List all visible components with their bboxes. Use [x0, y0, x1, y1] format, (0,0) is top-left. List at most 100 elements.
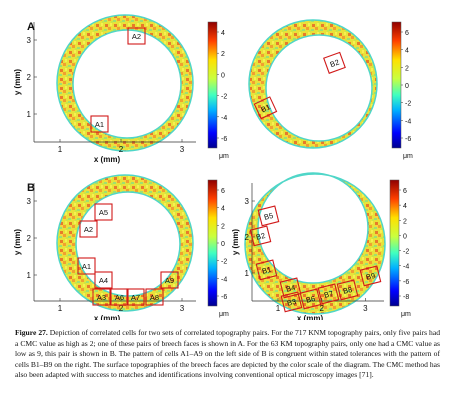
cell-box — [160, 271, 179, 289]
colorbar-tick-label: 6 — [405, 30, 409, 37]
y-axis-label: y (mm) — [13, 69, 22, 96]
y-tick-label: 2 — [27, 234, 32, 243]
cell-label: A4 — [99, 276, 108, 285]
cell-label: A1 — [95, 120, 104, 129]
x-axis-label: x (mm) — [94, 155, 121, 164]
topography-ring — [248, 19, 378, 149]
cell-box — [299, 288, 322, 310]
cell-label: A2 — [132, 32, 141, 41]
y-tick-label: 2 — [245, 233, 250, 242]
cell-box — [253, 96, 278, 120]
colorbar-tick-label: -4 — [221, 115, 227, 122]
cell-label: B1 — [260, 102, 272, 114]
y-axis-label: y (mm) — [13, 229, 22, 256]
cell-B1: B1 — [255, 259, 278, 281]
colorbar-tick-label: -4 — [403, 264, 409, 271]
cell-B1: B1 — [253, 96, 278, 120]
cell-label: A5 — [99, 208, 108, 217]
cell-label: B4 — [285, 283, 296, 294]
colorbar-tick-label: -2 — [403, 249, 409, 256]
x-tick-label: 2 — [119, 304, 124, 313]
topography-ring — [244, 172, 386, 315]
cell-A4: A4 — [94, 271, 113, 289]
caption-text: Depiction of correlated cells for two se… — [15, 328, 440, 380]
colorbar-tick-label: 2 — [403, 218, 407, 225]
cell-box — [255, 259, 278, 281]
colorbar-tick-label: -2 — [221, 94, 227, 101]
topography-ring — [56, 174, 194, 312]
cell-label: B8 — [342, 285, 353, 296]
x-tick-label: 3 — [363, 304, 368, 313]
cell-box — [280, 291, 303, 313]
cell-box — [249, 225, 272, 247]
axes: 1 2 3 3 2 1 x (mm) y (mm) — [13, 183, 196, 320]
cell-label: B6 — [305, 294, 316, 305]
colorbar-gradient — [389, 179, 400, 307]
cell-label: A9 — [165, 276, 174, 285]
cell-B6: B6 — [299, 288, 322, 310]
panel-A-left: 1 2 3 3 2 1 x (mm) y (mm) A A2 A1 — [13, 14, 196, 164]
cell-box — [77, 257, 96, 275]
colorbar-tick-label: -6 — [403, 279, 409, 286]
cell-B7: B7 — [317, 283, 340, 305]
cell-label: B2 — [329, 57, 341, 69]
figure-caption: Figure 27. Depiction of correlated cells… — [15, 328, 440, 381]
cell-box — [127, 27, 146, 45]
x-tick-label: 3 — [180, 145, 185, 154]
cell-box — [94, 203, 113, 221]
x-tick-label: 2 — [319, 304, 324, 313]
colorbar-cb-b-right: 6 4 2 0 -2 -4 -6 -8 μm — [389, 179, 411, 318]
y-tick-label: 1 — [27, 110, 32, 119]
cell-label: A3 — [97, 293, 106, 302]
axes: 1 2 3 3 2 1 x (mm) y (mm) — [231, 183, 384, 320]
colorbar-tick-label: 0 — [405, 83, 409, 90]
cell-label: A8 — [150, 293, 159, 302]
cell-label: A6 — [115, 293, 124, 302]
colorbar-tick-label: -6 — [405, 136, 411, 143]
cell-B8: B8 — [336, 279, 359, 301]
cell-label: A2 — [84, 225, 93, 234]
panel-label: B — [27, 182, 35, 194]
cell-A1: A1 — [90, 115, 109, 133]
cell-label: B2 — [255, 231, 266, 242]
cell-box — [279, 277, 302, 299]
x-axis-label: x (mm) — [94, 314, 121, 320]
colorbar-tick-label: -4 — [405, 118, 411, 125]
cell-A2: A2 — [79, 220, 98, 238]
x-tick-label: 1 — [58, 304, 63, 313]
cell-B3: B3 — [280, 291, 303, 313]
cell-box — [257, 205, 280, 227]
x-tick-label: 1 — [276, 304, 281, 313]
cell-box — [90, 115, 109, 133]
colorbar-tick-label: 2 — [221, 51, 225, 58]
colorbar-tick-label: -6 — [221, 136, 227, 143]
cell-A8: A8 — [145, 288, 164, 306]
colorbar-tick-label: 0 — [221, 241, 225, 248]
colorbar-tick-label: 6 — [221, 188, 225, 195]
cell-label: B3 — [286, 297, 297, 308]
colorbar-tick-label: 2 — [221, 223, 225, 230]
colorbar-cb-a-right: 6 4 2 0 -2 -4 -6 μm — [391, 21, 413, 160]
colorbar-tick-label: 4 — [405, 48, 409, 55]
colorbar-gradient — [207, 21, 218, 149]
colorbar-unit: μm — [403, 153, 413, 160]
colorbar-tick-label: 4 — [403, 203, 407, 210]
panel-B-left: 1 2 3 3 2 1 x (mm) y (mm) B A5 A2 A1 A4 A9 A3 A6 A7 A8 — [13, 174, 196, 320]
colorbar-tick-label: 0 — [221, 72, 225, 79]
colorbar-tick-label: 0 — [403, 233, 407, 240]
cell-box — [126, 288, 145, 306]
y-axis-label: y (mm) — [231, 229, 240, 256]
panel-A-right: B2 B1 — [248, 19, 378, 149]
cell-box — [94, 271, 113, 289]
cell-label: B9 — [365, 271, 376, 282]
cell-A3: A3 — [92, 288, 111, 306]
x-axis-label: x (mm) — [297, 314, 324, 320]
colorbar-tick-label: 2 — [405, 65, 409, 72]
panel-B-right: 1 2 3 3 2 1 x (mm) y (mm) B5 B2 B1 B4 B3 B6 B7 B8 B9 — [231, 172, 386, 320]
cell-A9: A9 — [160, 271, 179, 289]
colorbar-tick-label: -4 — [221, 276, 227, 283]
cell-box — [79, 220, 98, 238]
cell-A2: A2 — [127, 27, 146, 45]
